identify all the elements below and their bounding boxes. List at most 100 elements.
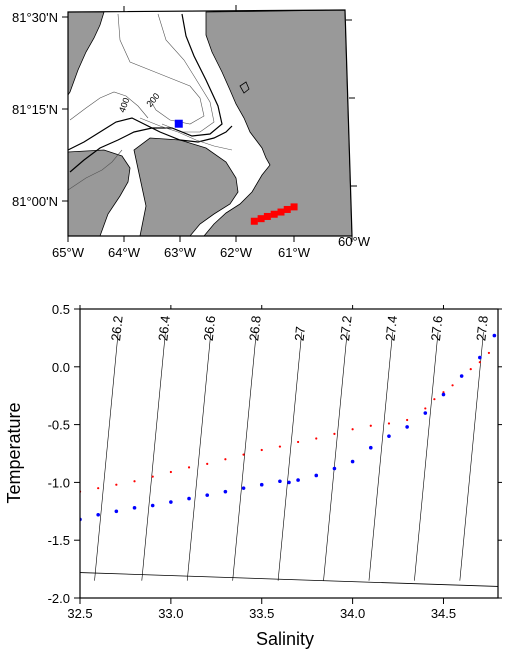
y-tick-label: -0.5 [48, 418, 70, 433]
red-data-point [133, 480, 136, 483]
isopycnal-label: 26.6 [201, 315, 219, 342]
isopycnal-line [368, 332, 393, 581]
blue-data-point [478, 355, 482, 360]
blue-data-point [405, 425, 409, 429]
contour-line [117, 13, 205, 125]
red-section-marker [290, 203, 298, 211]
red-data-point [487, 351, 491, 355]
map-lat-label: 81°15'N [12, 102, 58, 117]
isopycnal-label: 26.8 [246, 315, 264, 342]
ts-panel: 26.2 26.4 26.6 26.8 27 27.2 27.4 27.6 27.8 32.5 3… [4, 302, 502, 649]
red-data-point [278, 445, 282, 448]
red-data-point [469, 368, 472, 371]
contour-line [68, 117, 233, 151]
isopycnal-label: 27.2 [337, 315, 355, 342]
blue-data-point [205, 493, 210, 497]
blue-data-point [314, 473, 319, 478]
map-lon-label: 63°W [164, 245, 197, 260]
red-data-point [224, 458, 227, 461]
x-tick-label: 33.0 [158, 606, 183, 621]
red-data-point [169, 470, 172, 474]
map-outer-ticks [123, 5, 357, 187]
isopycnal-label: 27.4 [382, 315, 400, 342]
red-data-point [97, 487, 100, 490]
isopycnal-label: 26.2 [108, 315, 126, 342]
contour-label-400: 400 [117, 96, 132, 114]
isopycnal-line [323, 332, 348, 581]
isopycnal-line [459, 332, 484, 581]
blue-data-point [332, 466, 337, 471]
y-tick-label: -1.0 [48, 475, 70, 490]
blue-data-point [423, 411, 428, 415]
y-tick-label: 0.5 [52, 302, 70, 317]
land-west-upper [68, 11, 105, 97]
land-central [133, 137, 239, 236]
isopycnal-lines [94, 332, 484, 581]
x-tick-label: 34.0 [340, 606, 365, 621]
isopycnal-line [141, 332, 166, 581]
isopycnal-label: 26.4 [155, 315, 173, 342]
ts-frame [79, 308, 499, 599]
map-lon-label: 65°W [52, 245, 85, 260]
red-data-point [333, 432, 336, 435]
red-data-point [206, 462, 209, 466]
blue-data-point [150, 503, 155, 508]
contour-line [69, 13, 223, 173]
blue-data-point [387, 434, 391, 438]
red-section-marker [277, 208, 285, 216]
map-lon-label: 62°W [220, 245, 253, 260]
contour-line [139, 117, 233, 151]
map-lat-label: 81°00'N [12, 194, 58, 209]
blue-data-point [259, 482, 264, 487]
red-data-point [351, 428, 354, 431]
red-data-point [115, 483, 118, 486]
red-section-marker [283, 205, 291, 213]
isopycnal-labels: 26.2 26.4 26.6 26.8 27 27.2 27.4 27.6 27.8 [108, 315, 491, 342]
blue-data-point [241, 486, 246, 490]
red-section-marker [270, 210, 278, 218]
red-data-point [451, 384, 454, 387]
freezing-line [80, 572, 498, 587]
red-data-point [433, 398, 436, 401]
red-data-point [387, 422, 391, 425]
isopycnal-label: 27.8 [473, 315, 491, 342]
y-tick-label: 0.0 [52, 360, 70, 375]
red-data-point [406, 418, 409, 422]
blue-data-point [223, 489, 228, 494]
blue-data-point [169, 500, 173, 504]
freezing-point-line [80, 572, 498, 587]
map-bottom-ticks [67, 236, 353, 242]
contour-line [68, 149, 123, 191]
isopycnal-line [277, 332, 303, 581]
blue-data-point [368, 445, 373, 450]
x-tick-label: 32.5 [67, 606, 92, 621]
map-lon-label: 64°W [108, 245, 141, 260]
isopycnal-line [186, 332, 212, 581]
red-data-point [260, 448, 263, 452]
ts-plot-area [80, 309, 498, 598]
isopycnal-line [232, 332, 257, 581]
blue-data-point [492, 333, 497, 338]
red-section-marker [250, 217, 258, 225]
red-section-marker [257, 215, 265, 223]
y-tick-label: -2.0 [48, 591, 70, 606]
ts-scatter [80, 333, 497, 522]
blue-data-point [350, 459, 355, 464]
land-east [203, 10, 352, 236]
map-lat-label: 81°30'N [12, 10, 58, 25]
isopycnal-label: 27 [292, 326, 308, 342]
isopycnal-line [414, 332, 439, 581]
y-tick-label: -1.5 [48, 533, 70, 548]
map-panel: 400 200 81°30'N [12, 5, 371, 260]
map-lon-label: 61°W [278, 245, 311, 260]
red-data-point [442, 391, 445, 394]
blue-data-point [287, 480, 291, 485]
x-axis-title: Salinity [256, 629, 314, 649]
blue-data-point [441, 392, 446, 397]
blue-station-marker [174, 119, 183, 128]
blue-data-point [132, 506, 137, 510]
map-lon-label: 60°W [338, 234, 371, 249]
blue-data-point [296, 478, 300, 482]
red-data-point [478, 361, 481, 364]
land-west-lower [68, 149, 131, 236]
